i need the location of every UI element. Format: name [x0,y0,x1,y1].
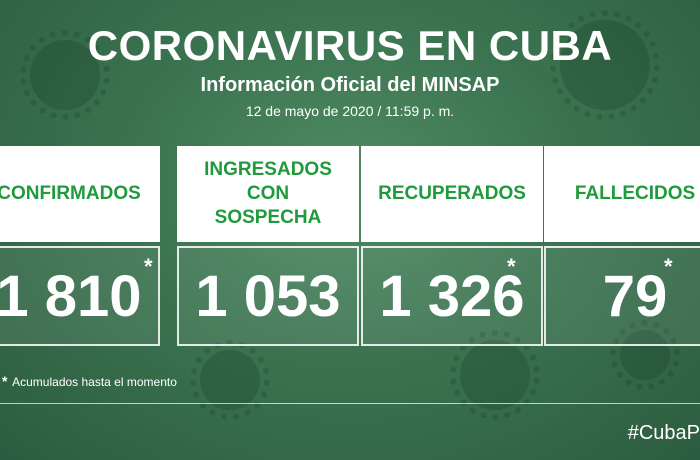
virus-decoration [190,340,270,420]
card-label: INGRESADOS CON SOSPECHA [177,146,359,242]
page-title: CORONAVIRUS EN CUBA [87,22,613,69]
page-subtitle: Información Oficial del MINSAP [200,74,500,96]
card-label: RECUPERADOS [361,146,543,242]
card-value: 1 326 [361,246,543,346]
card-value: 1 053 [177,246,359,346]
virus-decoration [450,330,540,420]
card-fallecidos: FALLECIDOS 79 * [544,146,700,346]
card-recuperados: RECUPERADOS 1 326 * [361,146,543,346]
footnote-asterisk: * [2,373,8,389]
virus-decoration [550,10,660,120]
footnote-text: Acumulados hasta el momento [12,375,177,389]
hashtag-link[interactable]: #CubaP [627,422,700,444]
virus-decoration [20,30,110,120]
divider [0,403,700,404]
footnote: * Acumulados hasta el momento [2,373,177,389]
card-confirmados: CONFIRMADOS 1 810 * [0,146,160,346]
report-date: 12 de mayo de 2020 / 11:59 p. m. [245,103,455,119]
card-value: 79 [544,246,700,346]
asterisk-mark: * [664,254,673,279]
asterisk-mark: * [507,254,516,279]
card-ingresados: INGRESADOS CON SOSPECHA 1 053 [177,146,359,346]
virus-decoration [610,320,680,390]
card-value: 1 810 [0,246,160,346]
card-label: FALLECIDOS [544,146,700,242]
asterisk-mark: * [144,254,153,279]
card-label: CONFIRMADOS [0,146,160,242]
